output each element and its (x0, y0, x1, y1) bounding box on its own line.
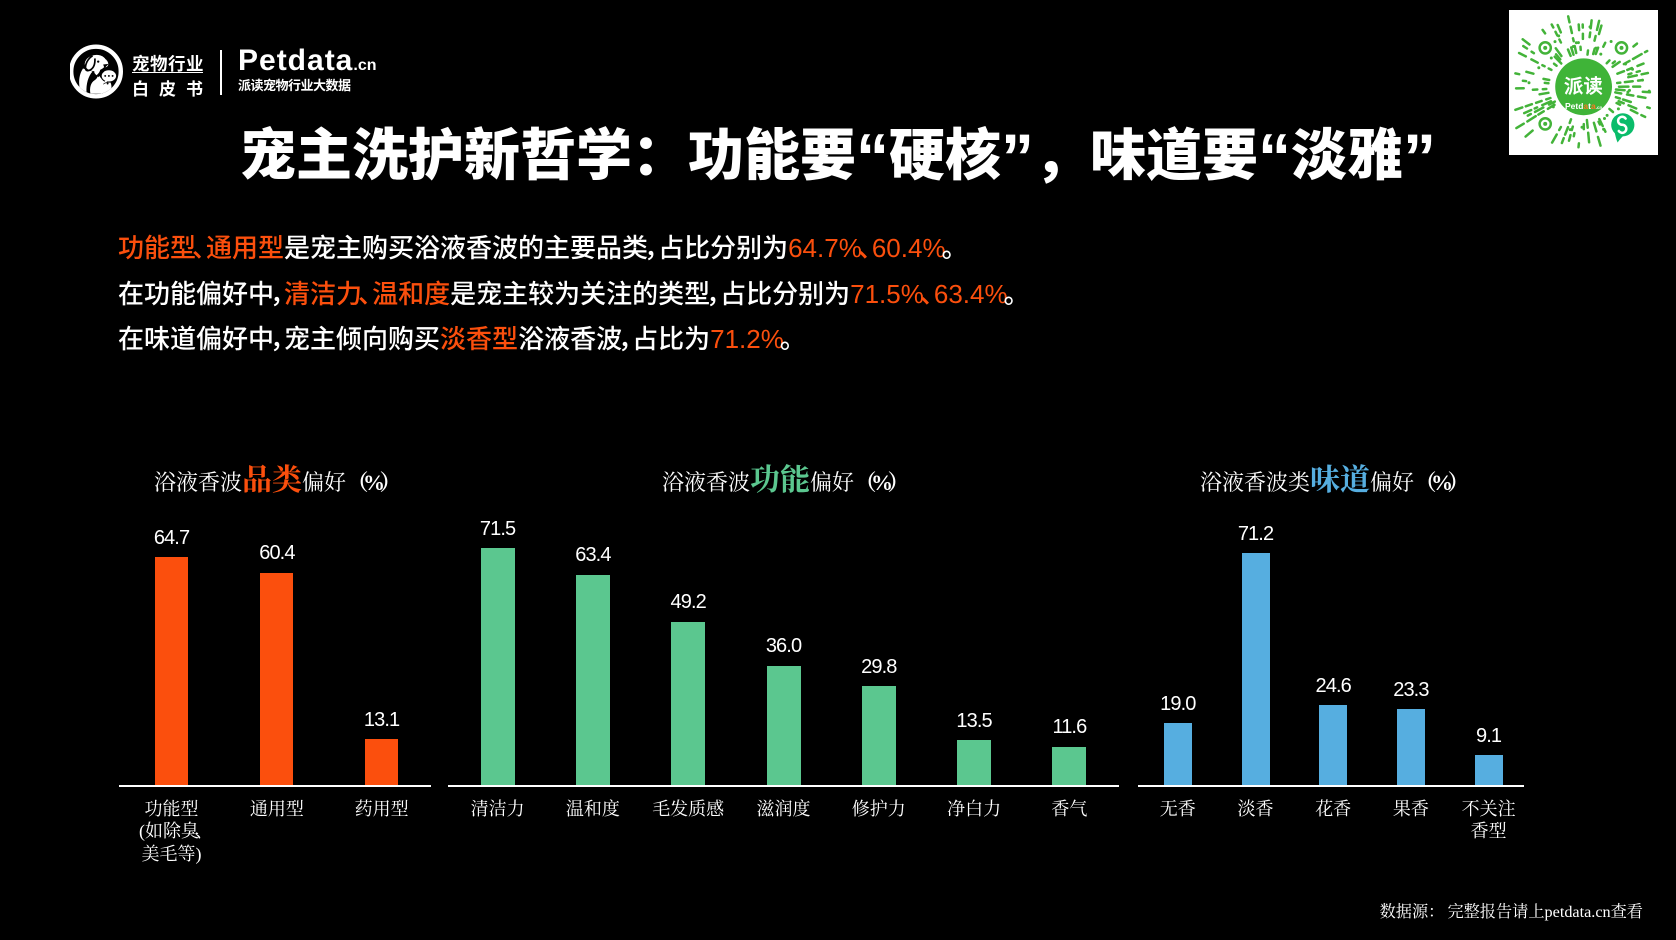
svg-text:派读: 派读 (1564, 75, 1603, 98)
svg-text:Petdata.cn: Petdata.cn (1565, 101, 1602, 111)
